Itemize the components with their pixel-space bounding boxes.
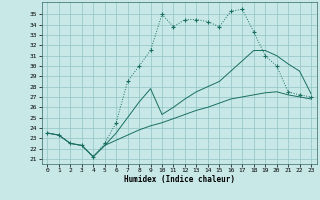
X-axis label: Humidex (Indice chaleur): Humidex (Indice chaleur) [124,175,235,184]
